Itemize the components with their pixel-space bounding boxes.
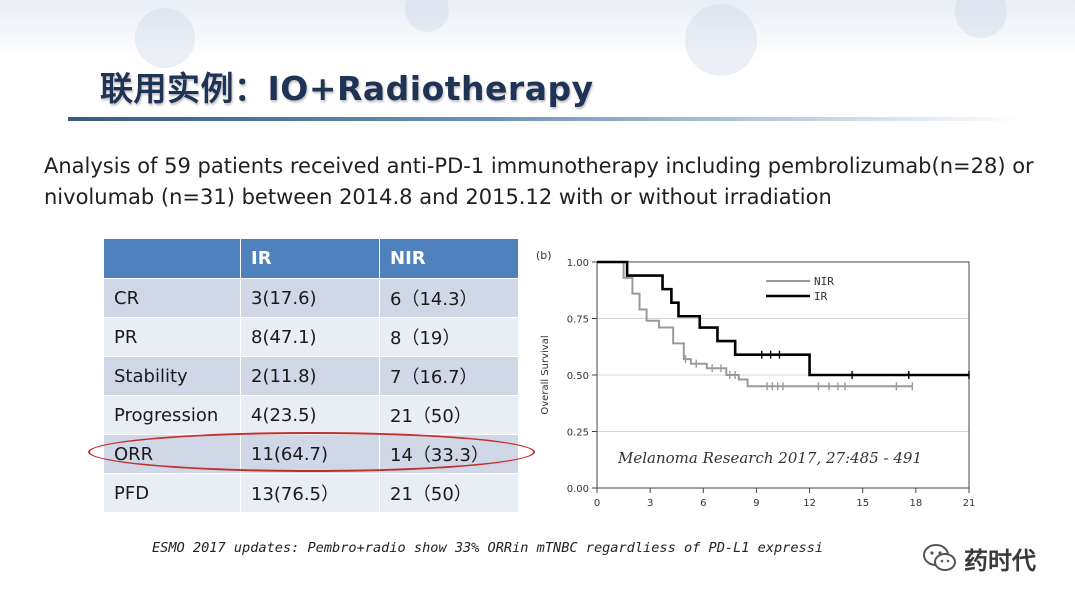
x-tick-label: 12 [803, 498, 816, 509]
orr-highlight-ellipse [88, 432, 535, 472]
legend-label-nir: NIR [814, 275, 834, 288]
decor-bubble [135, 8, 195, 68]
table-row: Progression 4(23.5) 21（50） [103, 395, 519, 435]
y-tick-label: 0.50 [567, 371, 589, 382]
survival-curve-nir [597, 261, 913, 388]
ir-value: 2(11.8) [240, 356, 380, 396]
y-tick-label: 1.00 [567, 258, 589, 269]
nir-value: 8（19） [379, 317, 519, 357]
nir-value: 6（14.3） [379, 278, 519, 318]
ir-value: 8(47.1) [240, 317, 380, 357]
row-label: PR [103, 317, 241, 357]
header-cell-nir: NIR [379, 238, 519, 279]
brand-name: 药时代 [964, 546, 1036, 575]
row-label: Stability [103, 356, 241, 396]
x-tick-label: 6 [700, 498, 706, 509]
header-cell-ir: IR [240, 238, 380, 279]
title-underline [68, 117, 1023, 121]
ir-value: 4(23.5) [240, 395, 380, 435]
x-tick-label: 21 [963, 498, 976, 509]
table-row: Stability 2(11.8) 7（16.7） [103, 356, 519, 396]
study-description: Analysis of 59 patients received anti-PD… [44, 151, 1064, 213]
decor-bubble [685, 4, 757, 76]
row-label: Progression [103, 395, 241, 435]
nir-value: 21（50） [379, 395, 519, 435]
panel-label: (b) [536, 249, 552, 262]
survival-curve-ir [597, 260, 969, 377]
table-header-row: IR NIR [103, 238, 519, 279]
survival-chart: 0.00 0.25 0.50 0.75 1.00 0 3 6 9 12 15 18 21 Overall … [536, 249, 976, 509]
row-label: PFD [103, 473, 241, 513]
y-axis-label: Overall Survival [540, 335, 551, 414]
brand-watermark: 药时代 [920, 538, 1036, 578]
legend-label-ir: IR [814, 290, 828, 303]
description-line: nivolumab (n=31) between 2014.8 and 2015… [44, 185, 832, 209]
x-tick-label: 18 [909, 498, 922, 509]
x-tick-label: 3 [647, 498, 653, 509]
table-row: PR 8(47.1) 8（19） [103, 317, 519, 357]
nir-value: 21（50） [379, 473, 519, 513]
footer-note: ESMO 2017 updates: Pembro+radio show 33%… [152, 540, 824, 556]
ir-value: 3(17.6) [240, 278, 380, 318]
y-tick-label: 0.25 [567, 428, 589, 439]
header-background [0, 0, 1075, 60]
wechat-icon [923, 544, 956, 571]
ir-value: 13(76.5） [240, 473, 380, 513]
x-tick-label: 9 [753, 498, 759, 509]
y-tick-label: 0.00 [567, 484, 589, 495]
header-cell-blank [103, 238, 241, 279]
y-tick-label: 0.75 [567, 315, 589, 326]
nir-value: 7（16.7） [379, 356, 519, 396]
chart-citation: Melanoma Research 2017, 27:485 - 491 [618, 449, 923, 467]
x-tick-label: 0 [594, 498, 600, 509]
table-row: PFD 13(76.5） 21（50） [103, 473, 519, 513]
table-row: CR 3(17.6) 6（14.3） [103, 278, 519, 318]
slide-title: 联用实例：IO+Radiotherapy [100, 69, 594, 108]
row-label: CR [103, 278, 241, 318]
x-tick-label: 15 [856, 498, 869, 509]
description-line: Analysis of 59 patients received anti-PD… [44, 154, 1034, 178]
